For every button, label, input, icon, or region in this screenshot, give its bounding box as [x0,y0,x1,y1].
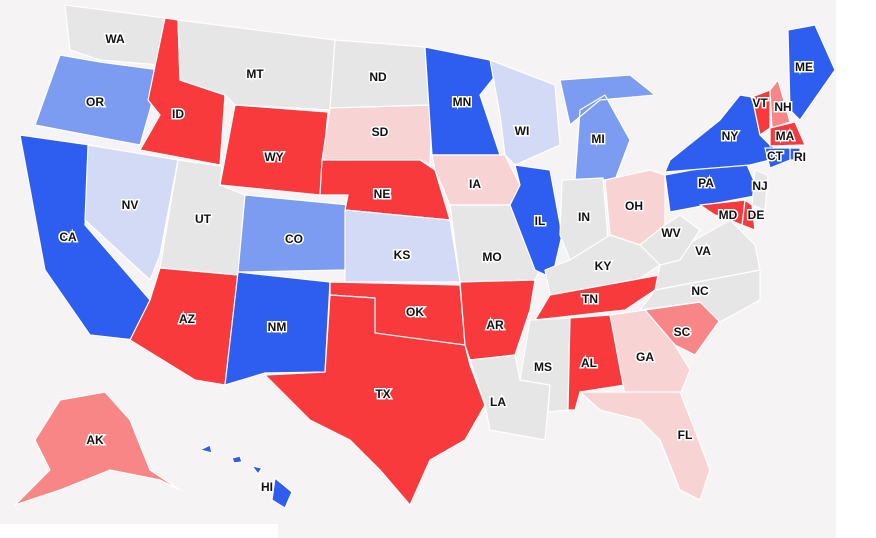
state-shape[interactable] [769,79,791,129]
state-shape[interactable] [64,4,166,66]
state-label: IA [469,177,481,191]
state-label: RI [794,150,806,164]
state-shape[interactable] [751,169,769,211]
state-label: IL [535,214,546,228]
state-label: TX [375,387,390,401]
state-label: WV [661,226,680,240]
state-label: IN [578,210,590,224]
state-label: AL [581,356,597,370]
state-shape[interactable] [344,209,461,283]
state-label: GA [636,350,654,364]
state-label: MS [534,360,552,374]
state-label: NV [122,198,139,212]
state-label: WA [105,32,125,46]
state-label: CT [767,149,784,163]
state-label: ME [795,60,813,74]
state-shape[interactable] [654,219,761,291]
state-labels: WA OR CA NV ID MT WY UT AZ CO NM ND SD NE KS OK TX MN IA MO… [58,31,815,496]
state-label: VT [752,96,768,110]
state-label: AK [86,433,104,447]
state-shape[interactable] [469,354,551,441]
state-shape[interactable] [534,274,661,321]
state-label: KS [394,248,411,262]
state-label: CO [285,232,303,246]
state-label: MA [776,129,795,143]
state-label: TN [582,292,598,306]
state-shape[interactable] [579,391,711,501]
state-label: NJ [752,179,767,193]
states [14,4,836,509]
state-label: LA [490,395,506,409]
state-label: DE [748,208,765,222]
state-label: AZ [179,312,195,326]
state-shape[interactable] [224,271,331,386]
panel-edge [0,524,278,538]
state-label: OH [625,199,643,213]
state-label: WY [264,150,283,164]
state-label: NE [374,187,391,201]
state-shape[interactable] [509,164,563,279]
state-label: MI [591,132,604,146]
state-label: OR [86,95,104,109]
state-shape[interactable] [764,147,791,169]
state-label: MO [482,250,501,264]
state-label: MN [453,95,472,109]
state-shape[interactable] [787,24,836,121]
state-label: MD [719,208,738,222]
state-shape[interactable] [84,144,179,281]
state-label: UT [195,212,212,226]
state-label: ID [172,107,184,121]
state-label: NY [722,129,739,143]
state-label: CA [59,230,77,244]
state-label: SD [372,125,389,139]
state-shape[interactable] [559,74,656,181]
state-shape[interactable] [664,94,791,173]
state-label: NC [691,284,709,298]
state-label: NM [268,320,287,334]
state-shape[interactable] [199,444,293,509]
state-label: AR [486,318,504,332]
state-shape[interactable] [321,104,433,166]
state-label: HI [261,480,273,494]
state-shape[interactable] [699,199,746,226]
state-label: VA [695,244,711,258]
state-label: FL [678,428,693,442]
state-shape[interactable] [639,214,701,266]
state-label: PA [698,176,714,190]
state-label: WI [515,124,530,138]
state-shape[interactable] [769,121,806,147]
state-label: MT [246,67,264,81]
state-label: SC [674,325,691,339]
state-label: OK [406,305,424,319]
state-label: NH [774,100,791,114]
state-label: ND [369,70,387,84]
state-shape[interactable] [14,391,181,506]
state-shape[interactable] [264,294,486,506]
state-label: KY [595,259,612,273]
